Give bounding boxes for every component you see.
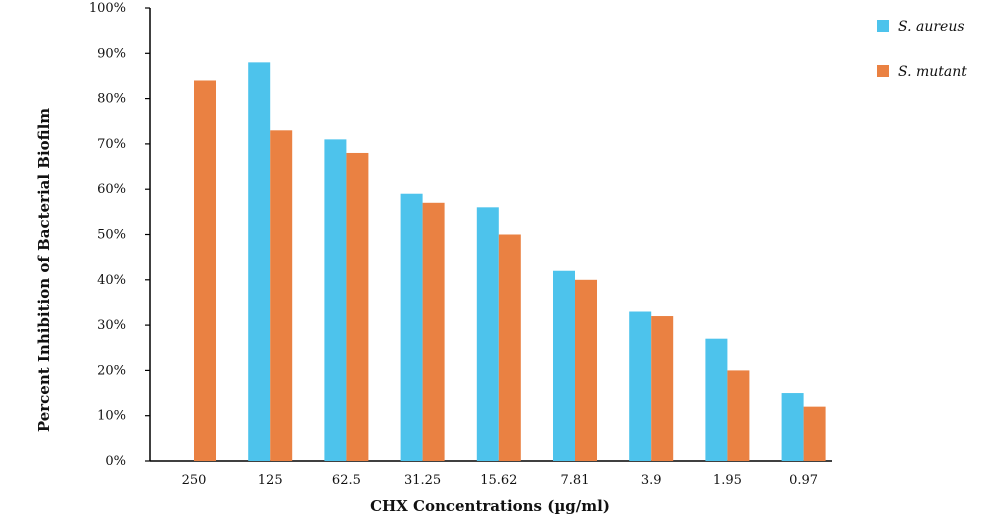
bar-s-aureus	[781, 393, 804, 461]
x-tick-label: 3.9	[641, 473, 662, 488]
y-tick-label: 70%	[97, 137, 126, 152]
y-axis-title: Percent Inhibition of Bacterial Biofilm	[35, 108, 53, 432]
bar-s-mutant	[651, 316, 674, 461]
bar-s-aureus	[476, 207, 499, 461]
x-tick-label: 125	[258, 473, 283, 488]
y-tick-label: 80%	[97, 92, 126, 107]
bar-s-mutant	[727, 370, 750, 461]
bar-s-mutant	[346, 152, 369, 461]
bar-s-mutant	[575, 279, 597, 461]
x-tick-label: 7.81	[561, 473, 590, 488]
legend-swatch	[877, 65, 889, 77]
y-tick-label: 10%	[97, 409, 126, 424]
x-tick-label: 15.62	[480, 473, 517, 488]
legend-swatch	[877, 20, 889, 32]
y-tick-label: 20%	[97, 363, 126, 378]
bar-s-mutant	[803, 406, 826, 461]
x-tick-label: 31.25	[404, 473, 441, 488]
legend-label: S. mutant	[898, 64, 967, 80]
x-tick-label: 250	[182, 473, 207, 488]
bar-s-mutant	[270, 130, 293, 461]
x-tick-label: 62.5	[332, 473, 361, 488]
bar-s-aureus	[400, 193, 423, 462]
bar-s-mutant	[498, 234, 521, 461]
y-tick-label: 30%	[97, 318, 126, 333]
x-tick-label: 0.97	[789, 473, 818, 488]
bar-s-mutant	[194, 80, 216, 461]
y-tick-label: 60%	[97, 182, 126, 197]
x-tick-labels: 250 125 62.5 31.25 15.62 7.81 3.9 1.95 0.97	[182, 473, 818, 488]
y-tick-label: 40%	[97, 273, 126, 288]
chart-bars	[194, 62, 826, 462]
x-tick-label: 1.95	[713, 473, 742, 488]
y-tick-labels: 0% 10% 20% 30% 40% 50% 60% 70% 80% 90% 100%	[89, 1, 126, 469]
bar-s-aureus	[248, 62, 271, 462]
bar-s-aureus	[324, 139, 347, 461]
bar-s-aureus	[705, 338, 728, 461]
y-tick-label: 0%	[105, 454, 126, 469]
bar-s-aureus	[629, 311, 652, 461]
bar-s-mutant	[422, 202, 445, 462]
x-axis-title: CHX Concentrations (µg/ml)	[370, 497, 610, 515]
legend-label: S. aureus	[898, 19, 965, 35]
legend: S. aureus S. mutant	[877, 19, 967, 80]
y-tick-label: 90%	[97, 46, 126, 61]
bar-s-aureus	[553, 270, 575, 461]
y-tick-label: 100%	[89, 1, 126, 16]
y-tick-label: 50%	[97, 228, 126, 243]
